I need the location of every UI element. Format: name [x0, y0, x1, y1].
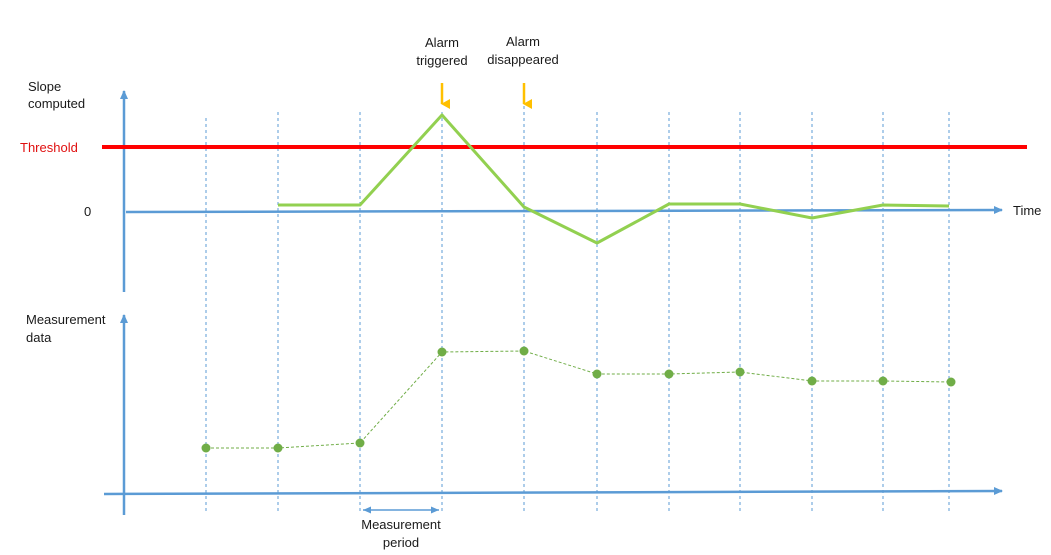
- time-gridlines: [205, 106, 950, 512]
- time-label: Time: [1013, 203, 1041, 218]
- measurement-points: [201, 346, 956, 453]
- bottom-x-axis: [103, 487, 1003, 496]
- alarm-triggered-label-line-1: Alarm: [425, 35, 459, 50]
- measurement-point-8: [735, 367, 745, 377]
- alarm-disappeared-label-line-2: disappeared: [487, 52, 559, 67]
- zero-label: 0: [84, 204, 91, 219]
- measurement-point-3: [355, 438, 365, 448]
- measurement-period-label-line-2: period: [383, 535, 419, 550]
- measurement-point-9: [807, 376, 817, 386]
- threshold-label: Threshold: [20, 140, 78, 155]
- measurement-point-4: [437, 347, 447, 357]
- measurement-point-11: [946, 377, 956, 387]
- measurement-point-2: [273, 443, 283, 453]
- alarm-triggered-label-line-2: triggered: [416, 53, 467, 68]
- measurement-point-6: [592, 369, 602, 379]
- measurement-point-10: [878, 376, 888, 386]
- measurement-line: [206, 350, 952, 449]
- slope-line: [278, 113, 950, 245]
- measurement-point-1: [201, 443, 211, 453]
- measurement-period-label-line-1: Measurement: [361, 517, 441, 532]
- top-y-axis-label-line-2: computed: [28, 96, 85, 111]
- bottom-y-axis-label-line-2: data: [26, 330, 52, 345]
- top-x-axis: [125, 206, 1003, 215]
- alarm-disappeared-label-line-1: Alarm: [506, 34, 540, 49]
- measurement-point-5: [519, 346, 529, 356]
- top-y-axis-label-line-1: Slope: [28, 79, 61, 94]
- measurement-point-7: [664, 369, 674, 379]
- bottom-y-axis-label-line-1: Measurement: [26, 312, 106, 327]
